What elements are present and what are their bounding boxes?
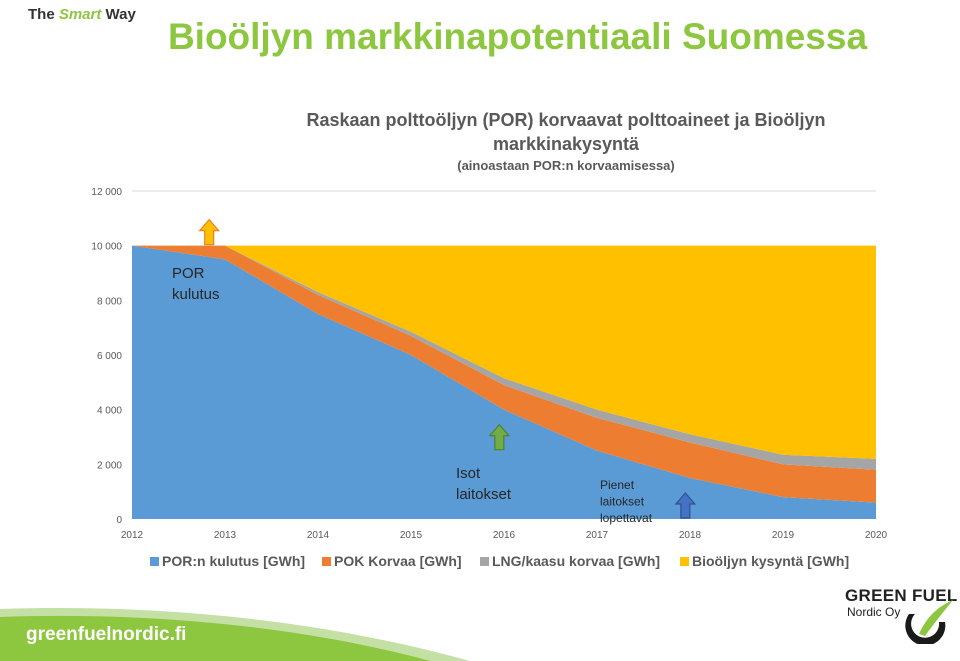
x-tick-label: 2013 xyxy=(214,530,237,541)
series-area-3 xyxy=(132,245,876,459)
y-tick-label: 8 000 xyxy=(97,296,122,307)
company-logo: GREEN FUEL Nordic Oy xyxy=(845,584,958,644)
legend-swatch-2 xyxy=(480,557,489,566)
x-tick-label: 2018 xyxy=(679,530,702,541)
x-tick-label: 2019 xyxy=(772,530,795,541)
x-tick-label: 2014 xyxy=(307,530,330,541)
legend-swatch-3 xyxy=(680,557,689,566)
page-title: Bioöljyn markkinapotentiaali Suomessa xyxy=(167,16,868,57)
annotation-isot: Isot xyxy=(456,465,481,482)
blue-up-arrow-icon xyxy=(674,492,697,519)
chart-title-line2: markkinakysyntä xyxy=(493,134,640,154)
legend-label-1: POK Korvaa [GWh] xyxy=(334,553,462,569)
y-tick-label: 6 000 xyxy=(97,351,122,362)
y-tick-label: 10 000 xyxy=(91,242,122,253)
chart-subtitle: (ainoastaan POR:n korvaamisessa) xyxy=(457,158,674,173)
brand-suffix: Way xyxy=(105,6,136,23)
legend-swatch-0 xyxy=(150,557,159,566)
logo-line2: Nordic Oy xyxy=(847,605,901,619)
x-tick-label: 2012 xyxy=(121,530,144,541)
y-tick-label: 4 000 xyxy=(97,406,122,417)
footer-band-dark xyxy=(0,615,430,661)
footer-url: greenfuelnordic.fi xyxy=(26,624,187,645)
legend-swatch-1 xyxy=(322,557,331,566)
green-up-arrow-icon xyxy=(488,423,511,451)
annotation-por: POR xyxy=(172,265,205,282)
logo-line1: GREEN FUEL xyxy=(845,586,958,605)
annotation-pienet: laitokset xyxy=(600,495,645,509)
brand-tagline: The Smart Way xyxy=(28,6,136,23)
annotation-pienet: lopettavat xyxy=(600,511,653,525)
brand-prefix: The xyxy=(28,6,55,23)
annotation-isot: laitokset xyxy=(456,486,512,503)
orange-up-arrow-icon xyxy=(198,218,221,246)
legend-label-0: POR:n kulutus [GWh] xyxy=(162,553,305,569)
annotation-por: kulutus xyxy=(172,286,220,303)
x-tick-label: 2020 xyxy=(865,530,888,541)
y-tick-label: 12 000 xyxy=(91,187,122,198)
chart-title-line1: Raskaan polttoöljyn (POR) korvaavat polt… xyxy=(306,110,825,130)
x-tick-label: 2017 xyxy=(586,530,609,541)
x-tick-label: 2015 xyxy=(400,530,423,541)
legend-label-3: Bioöljyn kysyntä [GWh] xyxy=(692,553,849,569)
legend-label-2: LNG/kaasu korvaa [GWh] xyxy=(492,553,660,569)
series-area-1 xyxy=(132,245,876,503)
footer-band xyxy=(0,608,470,661)
brand-highlight: Smart xyxy=(58,6,102,23)
leaf-logo-icon xyxy=(905,600,953,644)
annotation-pienet: Pienet xyxy=(600,478,635,492)
y-tick-label: 2 000 xyxy=(97,460,122,471)
y-tick-label: 0 xyxy=(116,515,122,526)
x-tick-label: 2016 xyxy=(493,530,516,541)
